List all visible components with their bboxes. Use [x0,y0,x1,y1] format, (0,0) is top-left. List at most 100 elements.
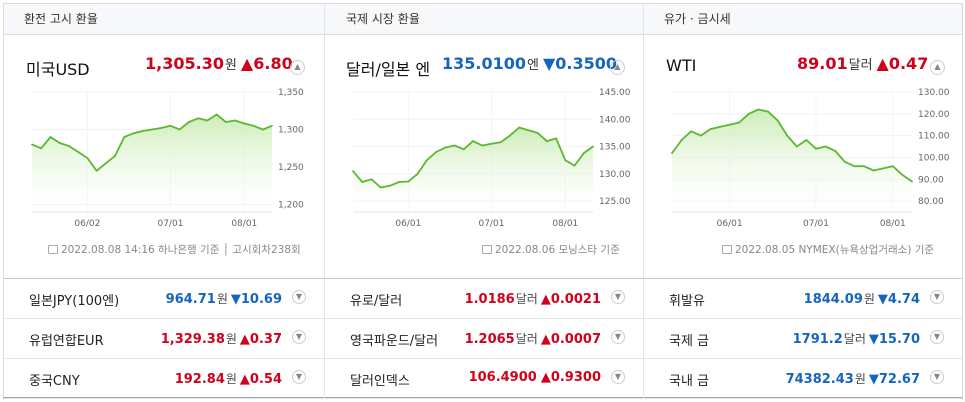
rate-label: 일본JPY(100엔) [29,294,120,309]
rate-label: 유로/달러 [350,294,403,309]
rate-label: 국내 금 [669,374,710,389]
rate-number: 1844.09 [803,292,863,307]
y-tick-label: 145.00 [599,88,631,98]
data-point [49,136,52,138]
price-unit: 원 [224,58,237,73]
data-point [104,162,107,165]
data-point [719,126,721,128]
data-point [690,130,693,133]
chevron-down-icon[interactable]: ▼ [930,290,944,304]
down-arrow-icon: ▼ [868,332,879,347]
change-amount: 0.3500 [555,54,618,73]
x-tick-label: 08/01 [880,219,906,229]
chevron-down-icon[interactable]: ▼ [611,370,625,384]
data-point [178,128,181,131]
panel-price: 1,305.30원 ▲6.80 [145,54,293,73]
rate-change: 4.74 [887,292,920,307]
chevron-up-icon[interactable]: ▲ [610,60,625,75]
y-tick-label: 1,350 [278,88,304,98]
y-tick-label: 110.00 [918,132,950,142]
rate-row[interactable]: 유로/달러 1.0186달러 ▲0.0021 ▼ [325,279,643,319]
column-divider [643,4,644,277]
rate-row[interactable]: 영국파운드/달러 1.2065달러 ▲0.0007 ▼ [325,319,643,359]
header-oil-gold[interactable]: 유가 · 금시세 [664,12,731,26]
up-arrow-icon: ▲ [239,372,250,387]
data-point [435,151,437,153]
data-point [31,143,33,146]
data-point [795,145,798,148]
chevron-down-icon[interactable]: ▼ [930,370,944,384]
change-amount: 0.47 [888,54,929,73]
x-tick-label: 06/01 [395,219,421,229]
rate-number: 106.4900 [468,370,537,385]
rate-row[interactable]: 유럽연합EUR 1,329.38원 ▲0.37 ▼ [4,319,324,359]
x-tick-label: 06/02 [74,219,100,229]
section-header-bar [4,4,962,35]
rate-change: 0.9300 [550,370,601,385]
data-point [86,157,89,159]
source-note: 2022.08.06 모닝스타 기준 [482,242,620,257]
rate-unit: 원 [225,332,237,346]
data-point [709,128,712,130]
y-tick-label: 120.00 [918,110,950,120]
data-point [872,169,875,172]
data-point [224,121,227,123]
data-point [132,132,135,135]
data-point [824,145,827,148]
rate-label: 국제 금 [669,334,710,349]
price-unit: 엔 [527,58,539,73]
column-divider [643,279,644,399]
data-point [776,119,779,122]
sub-rates-table: 일본JPY(100엔) 964.71 원 ▼ 10.69 ▼ 유로/달러 1.0186달러 ▲0… [4,278,962,399]
rate-row[interactable]: 국제 금 1791.2달러 ▼15.70 ▼ [644,319,962,359]
rate-value: 1,329.38원 ▲0.37 [161,330,282,347]
header-exchange-notice[interactable]: 환전 고시 환율 [24,12,98,26]
data-point [151,128,153,131]
rate-label: 유럽연합EUR [29,334,104,349]
source-text: 2022.08.08 14:16 하나은행 기준 │ 고시회차238회 [61,244,301,256]
data-point [738,121,741,124]
rate-change: 10.69 [240,292,282,307]
rate-label: 중국CNY [29,374,80,389]
data-point [805,139,808,141]
data-point [453,144,456,147]
data-point [564,159,567,162]
rate-row[interactable]: 일본JPY(100엔) 964.71원 ▼10.69 ▼ [4,279,324,319]
rate-row[interactable]: 달러인덱스 106.4900 ▲0.9300 ▼ [325,359,643,399]
data-point [114,154,116,157]
price-unit: 달러 [848,58,873,73]
data-point [234,119,237,122]
rate-number: 964.71 [165,292,216,307]
data-point [271,124,273,127]
chevron-down-icon[interactable]: ▼ [611,290,625,304]
chevron-down-icon[interactable]: ▼ [292,330,306,344]
rate-label: 휘발유 [669,294,705,309]
data-point [536,132,539,134]
header-international-market[interactable]: 국제 시장 환율 [346,12,420,26]
rate-number: 1,329.38 [160,332,225,347]
rate-value: 1.0186달러 ▲0.0021 [465,290,601,307]
chevron-down-icon[interactable]: ▼ [292,290,306,304]
rate-unit: 원 [863,292,875,306]
rate-row[interactable]: 국내 금 74382.43원 ▼72.67 ▼ [644,359,962,399]
chevron-up-icon[interactable]: ▲ [290,60,305,75]
document-icon [48,245,58,254]
source-text: 2022.08.05 NYMEX(뉴욕상업거래소) 기준 [735,244,935,256]
up-arrow-icon: ▲ [540,370,551,385]
wti-chart: 130.00 120.00 110.00 100.00 90.00 80.00 06/01 0… [671,88,950,229]
y-tick-label: 1,300 [278,126,304,136]
chevron-up-icon[interactable]: ▲ [930,60,945,75]
rate-value: 1791.2달러 ▼15.70 [793,330,920,347]
chevron-down-icon[interactable]: ▼ [611,330,625,344]
data-point [197,117,200,120]
chevron-down-icon[interactable]: ▼ [292,370,306,384]
data-point [545,140,548,142]
panel-price: 89.01달러 ▲0.47 [797,54,928,73]
chevron-down-icon[interactable]: ▼ [930,330,944,344]
rate-row[interactable]: 중국CNY 192.84원 ▲0.54 ▼ [4,359,324,399]
rate-number: 74382.43 [785,372,854,387]
price-value: 89.01 [797,54,848,73]
rate-unit: 달러 [843,332,866,346]
rate-row[interactable]: 휘발유 1844.09원 ▼4.74 ▼ [644,279,962,319]
y-tick-label: 130.00 [918,88,950,98]
